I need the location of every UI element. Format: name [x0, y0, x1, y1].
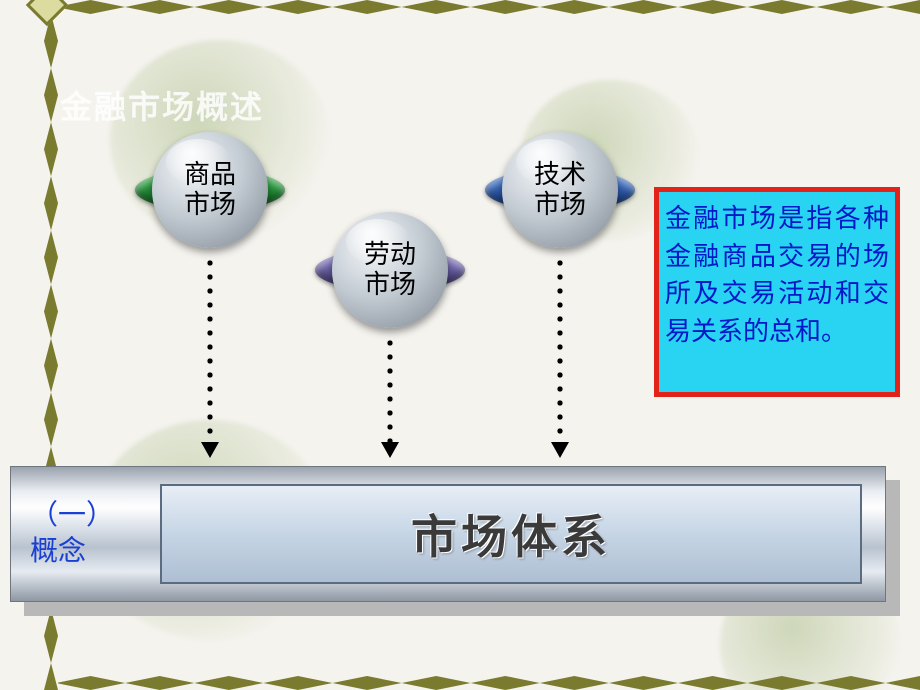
node-label: 劳动 市场 — [332, 240, 448, 300]
node-sphere: 技术 市场 — [502, 132, 618, 248]
border-top — [56, 0, 920, 14]
node-label: 商品 市场 — [152, 160, 268, 220]
node-label: 技术 市场 — [502, 160, 618, 220]
border-bottom — [56, 676, 920, 690]
section-tag: （一） 概念 — [30, 498, 114, 571]
section-tag-line: （一） — [30, 500, 114, 531]
border-corner — [26, 0, 68, 26]
node-label-line: 市场 — [184, 190, 236, 219]
node-sphere: 商品 市场 — [152, 132, 268, 248]
node-label-line: 技术 — [534, 160, 586, 189]
node-label-line: 市场 — [534, 190, 586, 219]
node-label-line: 市场 — [364, 270, 416, 299]
definition-box: 金融市场是指各种金融商品交易的场所及交易活动和交易关系的总和。 — [654, 187, 900, 397]
section-tag-line: 概念 — [30, 536, 86, 567]
footer-panel-label: 市场体系 — [411, 501, 611, 567]
page-ghost-title: 金融市场概述 — [60, 82, 264, 128]
node-label-line: 劳动 — [364, 240, 416, 269]
footer-panel: 市场体系 — [160, 484, 862, 584]
node-sphere: 劳动 市场 — [332, 212, 448, 328]
node-label-line: 商品 — [184, 160, 236, 189]
